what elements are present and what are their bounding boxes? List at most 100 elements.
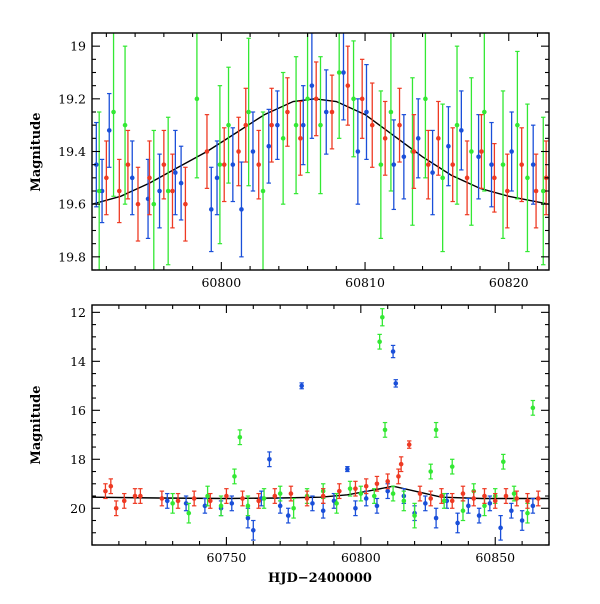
top-data-point: [391, 119, 397, 211]
bottom-y-axis-title: Magnitude: [29, 385, 44, 464]
bottom-data-point: [501, 453, 506, 470]
top-data-point: [500, 90, 506, 239]
top-data-point: [104, 140, 109, 216]
top-data-point: [285, 77, 290, 147]
top-x-tick-label: 60800: [201, 275, 241, 290]
bottom-data-point: [514, 490, 520, 507]
top-data-point: [397, 87, 402, 163]
top-data-point: [469, 77, 474, 226]
top-data-point: [298, 100, 303, 176]
bottom-data-point: [433, 507, 439, 529]
top-data-point: [345, 45, 351, 126]
top-data-point: [378, 90, 384, 239]
bottom-data-point: [261, 488, 267, 509]
top-data-point: [436, 100, 441, 176]
top-data-point: [318, 56, 323, 195]
bottom-data-point: [224, 488, 229, 504]
bottom-data-point: [232, 468, 237, 485]
top-data-point: [479, 114, 484, 189]
bottom-data-point: [380, 308, 385, 327]
bottom-data-point: [417, 485, 423, 502]
top-data-point: [454, 45, 460, 205]
top-data-point: [369, 82, 375, 168]
top-data-point: [230, 127, 236, 203]
bottom-data-point: [202, 497, 208, 514]
bottom-data-point: [428, 463, 434, 480]
top-data-point: [106, 92, 112, 168]
bottom-data-point: [423, 495, 428, 512]
bottom-data-point: [113, 500, 119, 517]
top-data-point: [415, 98, 421, 179]
bottom-data-point: [240, 490, 245, 507]
bottom-data-point: [374, 497, 380, 514]
top-data-point: [515, 50, 520, 200]
bottom-panel-frame: [91, 304, 550, 546]
top-data-point: [125, 129, 131, 200]
bottom-data-point: [487, 495, 493, 512]
bottom-data-point: [377, 333, 382, 350]
top-y-tick-label: 19.6: [58, 197, 86, 212]
bottom-data-point: [337, 483, 342, 500]
bottom-data-point: [401, 490, 407, 512]
top-data-point: [280, 71, 286, 205]
bottom-data-point: [428, 490, 434, 507]
bottom-data-point: [334, 492, 339, 514]
top-data-point: [135, 166, 141, 242]
bottom-data-point: [121, 492, 127, 509]
top-data-point: [489, 121, 494, 208]
bottom-y-tick-label: 18: [70, 452, 86, 467]
top-data-point: [269, 87, 274, 163]
top-data-point: [204, 114, 210, 189]
bottom-data-point: [191, 490, 197, 507]
top-data-point: [525, 103, 530, 253]
bottom-data-point: [218, 495, 224, 517]
bottom-y-tick-label: 14: [70, 354, 86, 369]
top-data-point: [530, 124, 536, 205]
bottom-data-point: [396, 468, 401, 485]
bottom-data-point: [267, 451, 272, 468]
bottom-data-point: [449, 492, 455, 509]
bottom-data-point: [347, 480, 353, 497]
bottom-data-point: [406, 440, 412, 449]
bottom-data-point: [525, 492, 530, 509]
bottom-data-point: [256, 492, 261, 509]
top-data-point: [359, 58, 365, 139]
top-data-point: [208, 166, 214, 253]
top-data-point: [117, 158, 122, 224]
bottom-data-point: [207, 492, 213, 509]
bottom-plot-area: [92, 308, 549, 541]
bottom-data-point: [138, 488, 143, 504]
bottom-data-point: [482, 488, 487, 504]
bottom-data-point: [466, 497, 471, 514]
top-data-point: [256, 129, 262, 200]
top-data-point: [161, 129, 167, 200]
top-x-tick-label: 60810: [345, 275, 385, 290]
top-data-point: [382, 100, 388, 176]
bottom-data-point: [455, 512, 460, 534]
top-data-point: [411, 114, 417, 189]
bottom-data-point: [398, 456, 404, 473]
bottom-data-point: [285, 507, 291, 524]
top-data-point: [509, 111, 514, 192]
top-data-point: [305, 33, 310, 174]
top-data-point: [147, 140, 152, 216]
top-data-point: [440, 103, 445, 253]
bottom-data-point: [229, 495, 235, 512]
bottom-data-point: [164, 492, 170, 509]
bottom-data-point: [471, 490, 477, 507]
bottom-data-point: [503, 488, 509, 504]
top-data-point: [540, 116, 546, 266]
top-data-point: [129, 140, 135, 216]
top-data-point: [505, 153, 510, 229]
bottom-data-point: [304, 490, 310, 507]
bottom-data-point: [530, 497, 536, 514]
top-data-point: [293, 56, 299, 195]
top-plot-area: [92, 33, 549, 270]
bottom-y-tick-label: 16: [70, 403, 86, 418]
bottom-data-point: [170, 492, 175, 514]
bottom-data-point: [385, 473, 391, 490]
top-data-point: [482, 33, 487, 192]
top-data-point: [221, 127, 227, 203]
bottom-x-axis-title: HJD−2400000: [268, 571, 372, 586]
